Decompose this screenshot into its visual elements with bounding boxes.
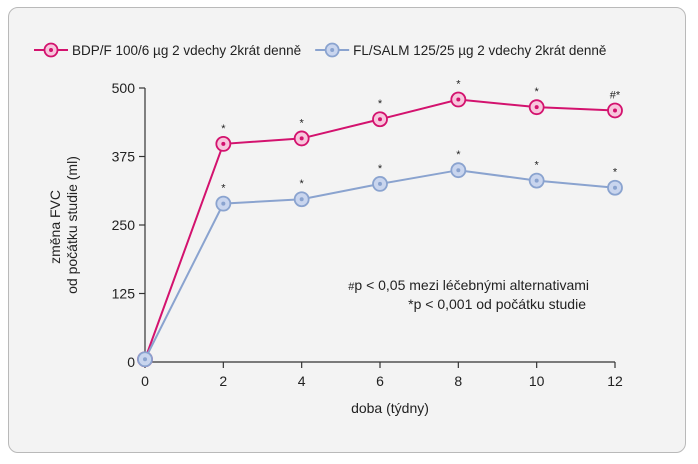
y-tick-label: 500	[112, 80, 136, 96]
x-tick-label: 2	[219, 373, 227, 389]
note-text-between-treatments: p < 0,05 mezi léčebnými alternativami	[354, 277, 589, 293]
legend-item-2: FL/SALM 125/25 µg 2 vdechy 2krát denně	[315, 42, 606, 58]
y-axis-title-line-2: od počátku studie (ml)	[64, 156, 80, 294]
data-point-center	[143, 357, 147, 362]
significance-label: *	[378, 98, 383, 110]
x-tick-label: 12	[607, 373, 623, 389]
note-text-from-baseline: p < 0,001 od počátku studie	[414, 296, 587, 312]
y-tick-label: 0	[127, 354, 135, 370]
significance-label: *	[221, 183, 226, 195]
series-2: * * * * * *	[137, 149, 623, 368]
x-tick-label: 10	[529, 373, 545, 389]
note-between-treatments: #p < 0,05 mezi léčebnými alternativami	[348, 277, 589, 293]
x-axis-title: doba (týdny)	[351, 400, 429, 416]
data-point-center	[378, 117, 382, 122]
legend-marker-center	[330, 48, 335, 52]
legend-marker-center	[49, 48, 53, 52]
significance-label: *	[221, 123, 226, 135]
significance-label: *	[535, 160, 540, 172]
legend-label: BDP/F 100/6 µg 2 vdechy 2krát denně	[72, 43, 301, 58]
legend: BDP/F 100/6 µg 2 vdechy 2krát denně FL/SA…	[34, 42, 606, 58]
series-layer: * **** #** *****	[137, 79, 623, 368]
x-tick-label: 4	[298, 373, 306, 389]
significance-label: *	[456, 149, 461, 161]
legend-item-1: BDP/F 100/6 µg 2 vdechy 2krát denně	[34, 42, 301, 58]
data-point-center	[299, 197, 304, 202]
data-point-center	[378, 181, 382, 186]
data-point-center	[299, 136, 304, 141]
data-point-center	[456, 97, 461, 102]
data-point-center	[456, 168, 461, 173]
y-axis-title-line-1: změna FVC	[47, 190, 63, 264]
x-tick-label: 8	[454, 373, 462, 389]
y-axis-title: změna FVC od počátku studie (ml)	[47, 156, 80, 294]
data-point-center	[221, 141, 226, 146]
note-symbol-hash: #	[348, 281, 355, 293]
chart-panel	[8, 7, 686, 453]
significance-label: *	[535, 86, 540, 98]
x-tick-label: 0	[141, 373, 149, 389]
y-tick-label: 125	[112, 286, 136, 302]
series-line	[144, 98, 616, 360]
y-tick-label: 250	[112, 217, 136, 233]
y-tick-label: 375	[112, 149, 136, 165]
data-point-center	[534, 105, 539, 110]
significance-label: *	[456, 79, 461, 91]
significance-label: #*	[610, 89, 621, 101]
series-1: * **** #*	[137, 79, 623, 368]
legend-label: FL/SALM 125/25 µg 2 vdechy 2krát denně	[353, 43, 606, 58]
axes: 0 125 250 375 500 0 2 4 6 8 10 12	[112, 80, 623, 389]
data-point-center	[221, 201, 226, 206]
x-tick-label: 6	[376, 373, 384, 389]
significance-label: *	[378, 163, 383, 175]
significance-label: *	[300, 117, 305, 129]
data-point-center	[613, 185, 617, 190]
data-point-center	[613, 108, 617, 113]
series-line	[144, 169, 616, 360]
significance-notes: #p < 0,05 mezi léčebnými alternativami *…	[348, 277, 589, 312]
note-symbol-star: *	[408, 296, 414, 312]
significance-label: *	[613, 167, 618, 179]
note-from-baseline: *p < 0,001 od počátku studie	[408, 296, 586, 312]
significance-label: *	[300, 178, 305, 190]
data-point-center	[534, 178, 539, 183]
